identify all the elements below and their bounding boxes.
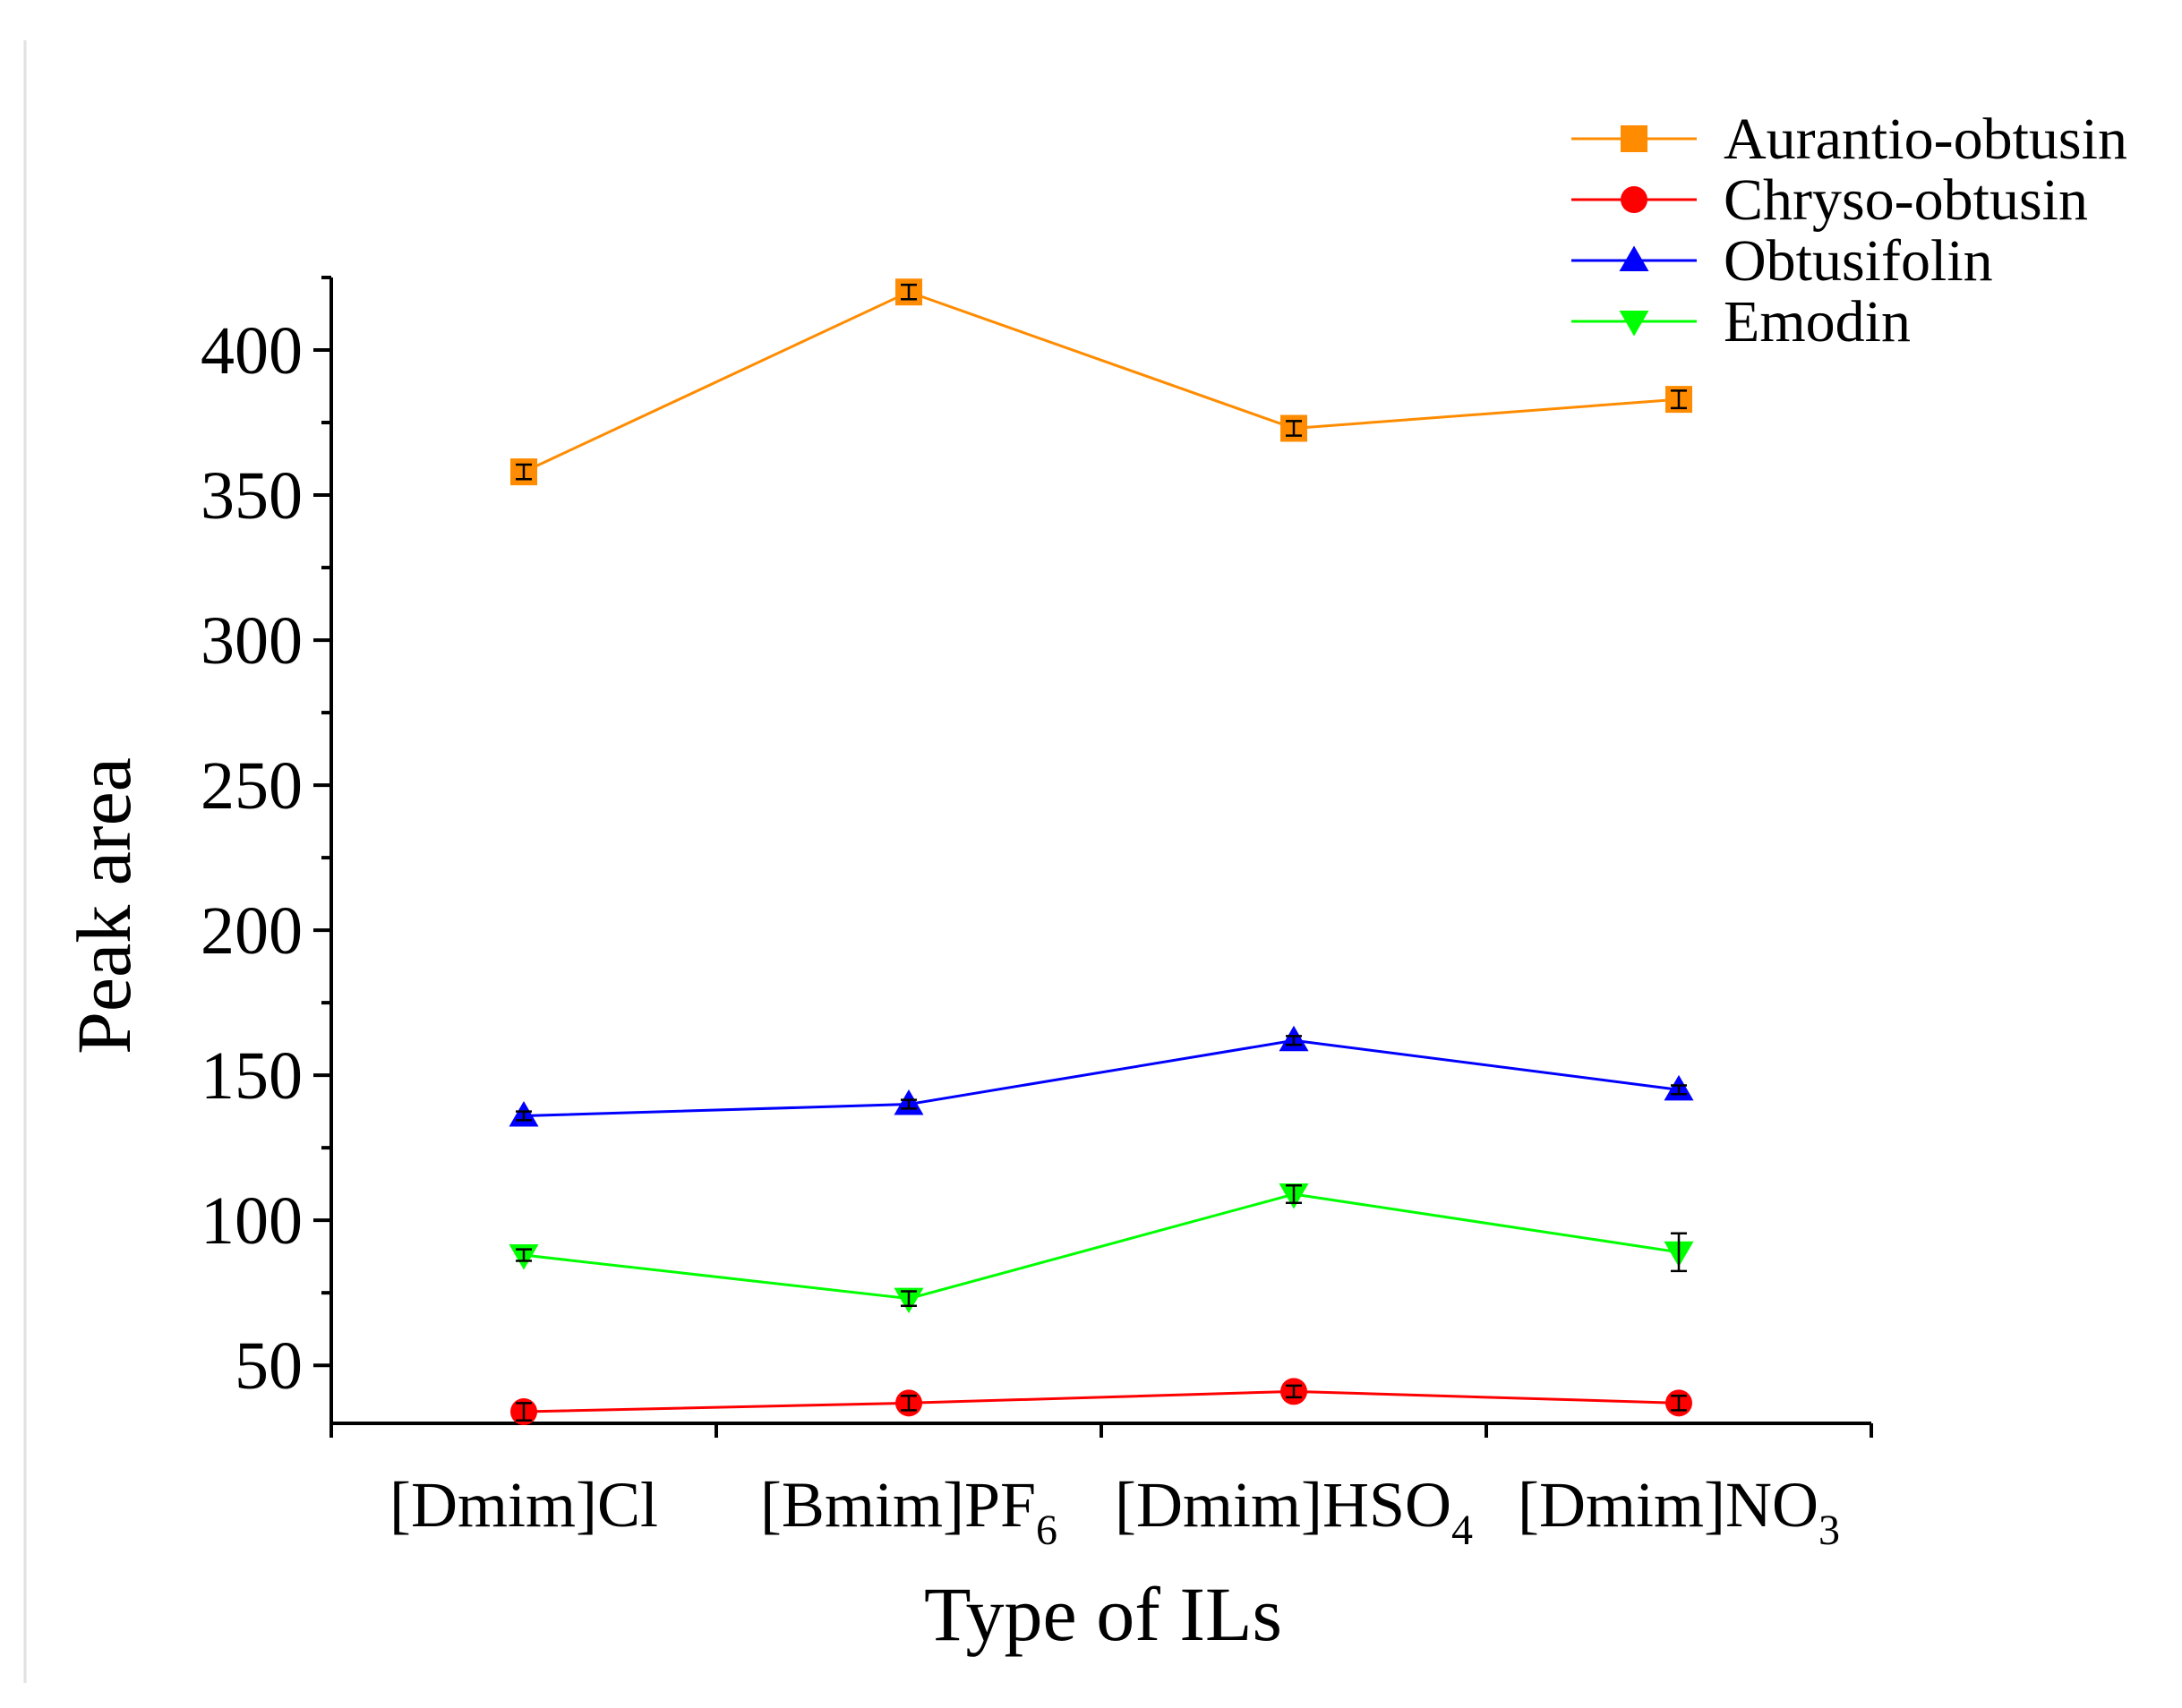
legend-marker (1619, 245, 1649, 271)
series-line (523, 1192, 1680, 1301)
y-tick-label: 300 (201, 603, 303, 679)
legend-label: Emodin (1724, 289, 1911, 354)
series-aurantio-obtusin (510, 278, 1692, 486)
series-line (523, 1389, 1680, 1413)
x-tick-label: [Dmim]Cl (389, 1469, 658, 1541)
legend-item: Chryso-obtusin (1571, 167, 2088, 233)
legend-label: Obtusifolin (1724, 228, 1993, 294)
y-axis-title: Peak area (61, 757, 147, 1055)
y-tick-label: 200 (201, 893, 303, 969)
y-tick-label: 50 (235, 1328, 303, 1404)
legend-marker (1619, 311, 1649, 337)
series-line (523, 290, 1680, 474)
series-group (509, 278, 1694, 1426)
legend-item: Emodin (1571, 289, 1911, 354)
legend-item: Obtusifolin (1571, 228, 1993, 294)
series-emodin (509, 1183, 1694, 1314)
x-tick-label: [Dmim]HSO4 (1115, 1469, 1473, 1554)
y-tick-label: 400 (201, 313, 303, 389)
x-tick-label: [Bmim]PF6 (760, 1469, 1057, 1554)
y-tick-label: 350 (201, 458, 303, 534)
legend-label: Chryso-obtusin (1724, 167, 2088, 233)
legend-marker (1621, 186, 1647, 213)
legend-item: Aurantio-obtusin (1571, 107, 2127, 172)
y-tick-label: 250 (201, 748, 303, 824)
series-chryso-obtusin (510, 1378, 1692, 1426)
series-line (523, 1038, 1680, 1118)
axes: 50 100 150 200 250 300 350 400 [Dmim]Cl [Bmim]PF6… (201, 276, 1873, 1554)
series-obtusifolin (509, 1025, 1694, 1127)
legend-label: Aurantio-obtusin (1724, 107, 2127, 172)
x-tick-label: [Dmim]NO3 (1518, 1469, 1840, 1554)
y-tick-label: 100 (201, 1183, 303, 1259)
legend: Aurantio-obtusinChryso-obtusinObtusifoli… (1571, 107, 2127, 354)
y-tick-label: 150 (201, 1038, 303, 1114)
legend-marker (1621, 125, 1647, 152)
x-axis-title: Type of ILs (924, 1571, 1282, 1657)
